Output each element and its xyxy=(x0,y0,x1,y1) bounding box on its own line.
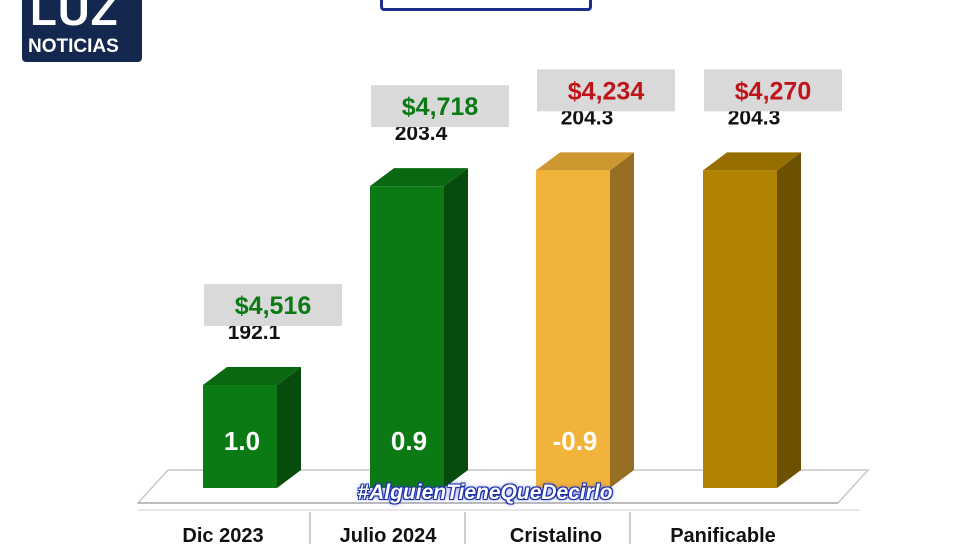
category-label: Cristalino xyxy=(510,525,602,544)
price-label: $4,516 xyxy=(235,292,311,320)
bar-inner-label: -0.9 xyxy=(553,426,598,456)
value-label: 204.3 xyxy=(728,106,781,129)
price-label-box xyxy=(537,69,675,112)
price-label-box xyxy=(371,85,509,128)
category-label: Dic 2023 xyxy=(182,525,263,544)
price-label-box xyxy=(204,284,342,327)
category-label: Panificable xyxy=(670,525,776,544)
bar-inner-label: 0.9 xyxy=(391,426,427,456)
bar-side xyxy=(777,152,801,488)
bar-top xyxy=(703,152,801,171)
bar-top xyxy=(370,168,468,187)
value-label: 203.4 xyxy=(395,122,448,145)
bar xyxy=(703,170,777,488)
price-label: $4,718 xyxy=(402,93,479,121)
bar-inner-label: 1.0 xyxy=(224,426,260,456)
bar xyxy=(536,170,610,488)
value-label: 204.3 xyxy=(561,106,614,129)
bar xyxy=(203,385,277,488)
logo-mark: LUZ xyxy=(30,0,119,35)
bar-top xyxy=(203,367,301,386)
logo-word: NOTICIAS xyxy=(28,36,119,57)
luz-noticias-logo: LUZ NOTICIAS xyxy=(22,0,142,62)
category-label: Julio 2024 xyxy=(340,525,438,544)
bar-side xyxy=(277,367,301,488)
bar-side xyxy=(610,152,634,488)
value-label: 192.1 xyxy=(228,321,281,344)
price-label: $4,270 xyxy=(735,77,811,105)
bar xyxy=(370,186,444,488)
price-label-box xyxy=(704,69,842,112)
price-label: $4,234 xyxy=(568,77,645,105)
bar-top xyxy=(536,152,634,171)
bar-side xyxy=(444,168,468,488)
top-banner xyxy=(380,0,592,11)
hashtag-caption: #AlguienTieneQueDecirlo xyxy=(357,481,613,504)
